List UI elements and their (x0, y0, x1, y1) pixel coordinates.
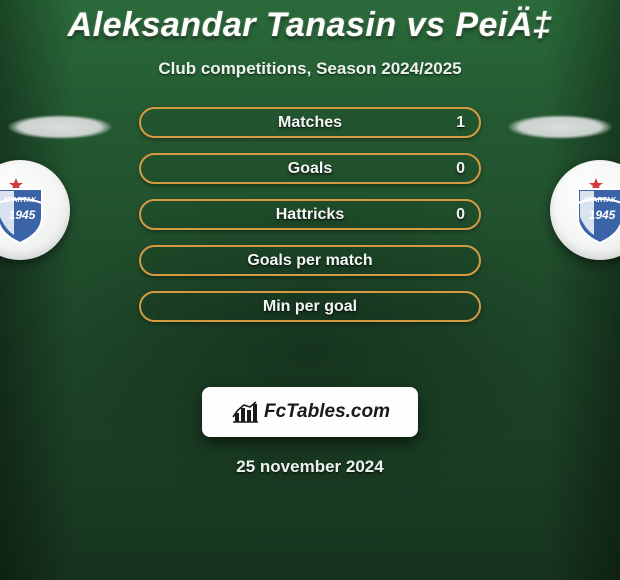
stat-bar-goals-per-match: Goals per match (139, 245, 481, 276)
crest-word-left: SPARTAK (4, 197, 37, 204)
stat-bar-hattricks: Hattricks 0 (139, 199, 481, 230)
club-crest-left: SPARTAK 1945 (0, 175, 48, 245)
stat-value: 1 (456, 114, 465, 132)
stat-bar-min-per-goal: Min per goal (139, 291, 481, 322)
stat-value: 0 (456, 160, 465, 178)
stat-label: Matches (278, 114, 342, 132)
club-badge-right: SPARTAK 1945 (550, 160, 620, 260)
stat-bar-matches: Matches 1 (139, 107, 481, 138)
stat-value: 0 (456, 206, 465, 224)
stat-label: Min per goal (263, 298, 357, 316)
date-text: 25 november 2024 (0, 457, 620, 477)
page-subtitle: Club competitions, Season 2024/2025 (0, 59, 620, 79)
club-crest-right: SPARTAK 1945 (572, 175, 620, 245)
shadow-right (508, 115, 612, 139)
brand-chart-icon (230, 399, 260, 425)
crest-word-right: SPARTAK (584, 197, 617, 204)
stat-label: Goals per match (247, 252, 372, 270)
brand-card: FcTables.com (202, 387, 418, 437)
comparison-stage: SPARTAK 1945 SPARTAK 1945 Matches 1 Goal… (0, 107, 620, 367)
stat-bars: Matches 1 Goals 0 Hattricks 0 Goals per … (139, 107, 481, 322)
brand-name: FcTables.com (264, 401, 390, 423)
crest-year-right: 1945 (589, 208, 616, 222)
stat-bar-goals: Goals 0 (139, 153, 481, 184)
shadow-left (8, 115, 112, 139)
page-title: Aleksandar Tanasin vs PeiÄ‡ (0, 0, 620, 45)
stat-label: Hattricks (276, 206, 344, 224)
crest-year-left: 1945 (9, 208, 36, 222)
club-badge-left: SPARTAK 1945 (0, 160, 70, 260)
stat-label: Goals (288, 160, 332, 178)
